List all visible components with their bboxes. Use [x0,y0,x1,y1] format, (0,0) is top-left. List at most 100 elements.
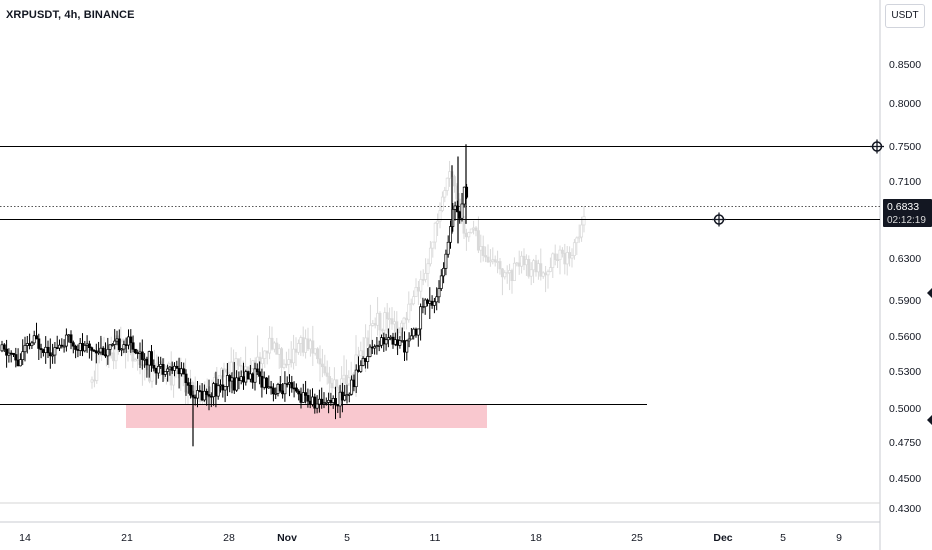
ghost-candle-body [498,261,502,270]
candle [444,249,448,276]
crosshair-target-icon[interactable] [870,139,884,154]
ghost-candle-body [474,227,478,231]
ghost-candle-body [484,255,488,258]
candle [407,332,411,348]
candle [363,358,367,369]
candle [87,340,91,359]
ghost-candle-body [277,348,281,355]
ghost-candle [508,263,512,291]
candle [117,329,121,352]
candle [39,343,43,359]
ghost-candle [580,216,584,242]
ghost-candle [515,262,519,267]
candle-body [198,390,202,392]
ghost-candle [486,244,490,263]
ghost-candle-body [452,176,456,187]
ghost-candle [484,246,488,263]
candle [253,362,257,391]
ghost-candle [236,358,240,370]
ghost-candle-body [560,249,564,254]
candle-body [343,395,347,401]
candle-body [87,343,91,348]
candle-body [416,328,420,336]
ghost-candle-body [388,318,392,320]
ghost-candle-body [481,246,485,256]
candle [262,371,266,390]
candle-body [460,203,464,219]
candle-body [336,404,340,407]
ghost-candle [570,248,574,268]
candle-body [55,347,59,349]
candle-body [76,349,80,351]
price-tick-label: 0.7100 [889,176,921,188]
candle [354,364,358,394]
candle-body [35,335,38,340]
ghost-candle [493,255,497,267]
currency-unit-button[interactable]: USDT [885,4,925,28]
price-axis: 0.85000.80000.75000.71000.67000.63000.59… [883,59,932,515]
candle-body [196,390,199,399]
ghost-candle-body [505,272,509,275]
ghost-candle-body [532,260,536,271]
candle [156,356,160,379]
ghost-candle [512,257,516,281]
crosshair-target-icon[interactable] [712,212,726,227]
ghost-candle-body [328,376,332,384]
ghost-candle-body [556,259,560,261]
ghost-candle-body [133,359,137,362]
candle-body [327,399,331,403]
ghost-candle-body [407,303,411,321]
ghost-candle-body [414,287,418,297]
candle [329,392,333,406]
candle [292,381,296,398]
candle-body [462,186,466,205]
candle-body [216,385,220,397]
candle-body [458,211,462,219]
ghost-candle [529,262,533,286]
candle [368,344,372,358]
ghost-candle-body [92,379,96,382]
candle-body [398,340,402,346]
candle [442,262,446,284]
ghost-candle-body [443,190,447,198]
ghost-candle [304,329,308,359]
candle-body [322,402,326,405]
candle-body [154,367,158,374]
candle-body [446,241,450,255]
candle [423,298,427,315]
ghost-candle-body [90,379,94,383]
ghost-candle [222,362,226,378]
candle-body [202,390,206,401]
ghost-candle [541,271,545,279]
candle [306,388,310,408]
ghost-candle-body [421,279,425,281]
candle [269,380,273,395]
candle-body [85,343,89,346]
candle-body [219,384,222,387]
candle-body [444,253,448,269]
ghost-candle-body [512,262,516,281]
chart-frame [0,0,881,550]
ghost-candle-body [575,237,579,244]
candle-body [239,376,243,381]
support-zone[interactable] [126,404,487,428]
candle [186,377,190,394]
candle-body [99,347,103,353]
ghost-candle [445,177,449,196]
ghost-candle-body [558,249,562,261]
ghost-candle-body [289,359,293,364]
candle [23,336,27,362]
candle-body [313,396,317,409]
ghost-candle-body [251,360,255,369]
candle-body [359,365,363,372]
candle [315,395,319,414]
candle-body [442,267,446,277]
candle-body [200,390,204,401]
candle-body [221,384,225,391]
candle-body [129,336,133,344]
current-price-badge[interactable]: 0.6833 02:12:19 [883,199,932,227]
ghost-candle-body [368,324,372,346]
ghost-candle [426,258,430,287]
candle-body [223,386,227,391]
